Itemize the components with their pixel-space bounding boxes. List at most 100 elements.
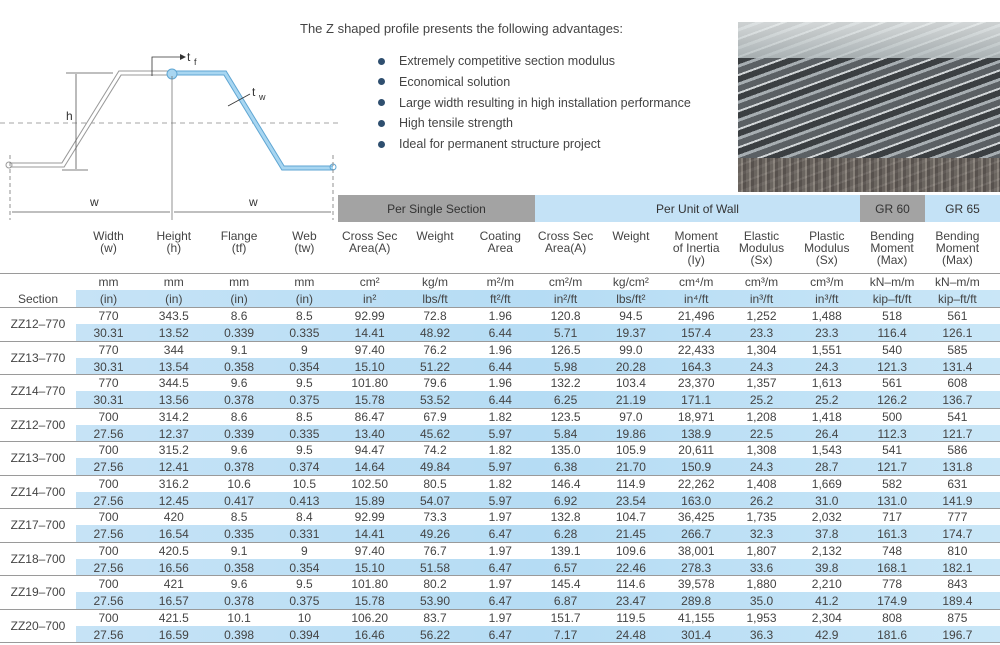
table-cell-imperial: 35.0 [749,594,774,608]
table-cell-metric: 843 [947,577,968,591]
table-cell-metric: 9.1 [230,543,248,558]
table-cell-imperial: 21.70 [615,460,646,474]
table-cell-metric: 421.5 [158,610,189,625]
table-cell-metric: 343.5 [158,309,189,323]
table-cell-imperial: 27.56 [93,627,124,642]
table-cell-imperial: 157.4 [681,326,712,340]
unit-imperial: ft²/ft [489,292,511,306]
table-cell-metric: 145.4 [550,577,581,591]
table-cell-metric: 1.96 [488,342,512,357]
table-cell-imperial: 6.47 [488,527,512,541]
table-cell-metric: 9.6 [230,376,248,390]
unit-imperial: lbs/ft² [616,292,646,306]
table-cell-imperial: 163.0 [681,493,712,508]
w-label-right: w [248,195,258,209]
table-cell-metric: 73.3 [423,510,447,524]
table-cell-imperial: 141.9 [942,493,973,508]
unit-metric: kg/m [421,275,448,289]
table-cell-metric: 1.82 [488,409,512,424]
table-cell-metric: 86.47 [354,409,385,424]
table-cell-metric: 119.5 [616,610,646,625]
table-cell-imperial: 6.47 [488,627,512,642]
table-cell-metric: 103.4 [615,376,646,390]
table-cell-imperial: 0.358 [224,560,255,575]
table-cell-metric: 1,613 [811,376,842,390]
table-cell-metric: 717 [882,510,903,524]
section-name: ZZ13–770 [10,350,66,365]
table-cell-imperial: 49.84 [419,460,451,474]
table-cell-metric: 608 [947,376,968,390]
table-cell-imperial: 27.56 [93,493,124,508]
section-name: ZZ19–700 [10,585,66,599]
table-cell-imperial: 30.31 [93,393,124,407]
table-cell-imperial: 23.3 [815,326,839,340]
table-cell-imperial: 32.3 [749,527,774,541]
table-cell-metric: 777 [947,510,968,524]
table-cell-imperial: 27.56 [93,594,124,608]
table-cell-imperial: 0.413 [289,493,320,508]
advantage-text: Ideal for permanent structure project [399,137,601,152]
table-cell-imperial: 182.1 [942,560,973,575]
unit-imperial: (in) [99,292,118,306]
table-cell-imperial: 5.98 [553,359,578,374]
table-cell-imperial: 131.0 [877,493,908,508]
table-cell-imperial: 14.41 [354,326,385,340]
column-header: Coating Area [479,229,521,255]
unit-metric: mm [163,275,184,289]
column-header: Height (h) [156,229,192,255]
table-cell-metric: 1.97 [488,510,512,524]
table-cell-metric: 105.9 [615,443,646,457]
unit-imperial: (in) [165,292,183,306]
table-cell-imperial: 30.31 [93,359,124,374]
column-header: Web (tw) [292,229,317,255]
table-cell-metric: 94.5 [619,309,643,323]
table-cell-imperial: 13.40 [354,426,385,441]
band-gr65: GR 65 [925,195,1000,222]
table-cell-imperial: 53.52 [419,393,451,407]
table-cell-imperial: 150.9 [681,460,712,474]
table-cell-metric: 2,032 [811,510,842,524]
table-cell-metric: 540 [882,342,903,357]
table-cell-metric: 76.2 [423,342,447,357]
unit-imperial: lbs/ft [422,292,448,306]
band-per-unit-of-wall: Per Unit of Wall [535,195,860,222]
table-cell-metric: 74.2 [423,443,447,457]
table-cell-metric: 101.80 [351,577,389,591]
table-cell-metric: 1.97 [488,577,512,591]
table-cell-metric: 109.6 [615,543,646,558]
table-cell-metric: 9 [301,342,308,357]
table-cell-imperial: 24.3 [749,460,774,474]
table-cell-metric: 10.5 [292,476,317,491]
column-header: Width (w) [93,229,124,255]
table-cell-metric: 9.6 [230,443,248,457]
table-cell-imperial: 16.46 [354,627,385,642]
section-name: ZZ12–770 [10,317,66,331]
table-cell-imperial: 15.10 [354,560,385,575]
table-cell-imperial: 15.89 [354,493,385,508]
table-cell-imperial: 0.331 [289,527,320,541]
bullet-icon [378,140,385,148]
table-cell-imperial: 126.2 [877,393,908,407]
h-label: h [66,109,73,123]
table-cell-metric: 586 [947,443,968,457]
table-cell-metric: 97.40 [354,342,385,357]
table-cell-metric: 41,155 [677,610,715,625]
table-cell-metric: 1,735 [746,510,777,524]
table-cell-imperial: 19.37 [615,326,646,340]
table-cell-metric: 20,611 [678,443,715,457]
unit-imperial: kip–ft/ft [938,292,977,306]
unit-imperial: (in) [230,292,248,306]
table-cell-metric: 123.5 [550,409,581,424]
table-cell-metric: 585 [947,342,968,357]
table-cell-metric: 1,953 [746,610,777,625]
table-cell-imperial: 6.92 [553,493,578,508]
table-cell-metric: 1.97 [488,543,512,558]
table-cell-metric: 9.1 [230,342,248,357]
table-cell-metric: 2,132 [811,543,842,558]
table-cell-imperial: 12.37 [158,426,189,441]
table-cell-imperial: 0.354 [289,359,320,374]
column-header: Plastic Modulus (Sx) [804,229,850,267]
table-cell-imperial: 0.335 [224,527,255,541]
table-cell-imperial: 0.358 [224,359,255,374]
unit-imperial: in⁴/ft [683,292,709,306]
